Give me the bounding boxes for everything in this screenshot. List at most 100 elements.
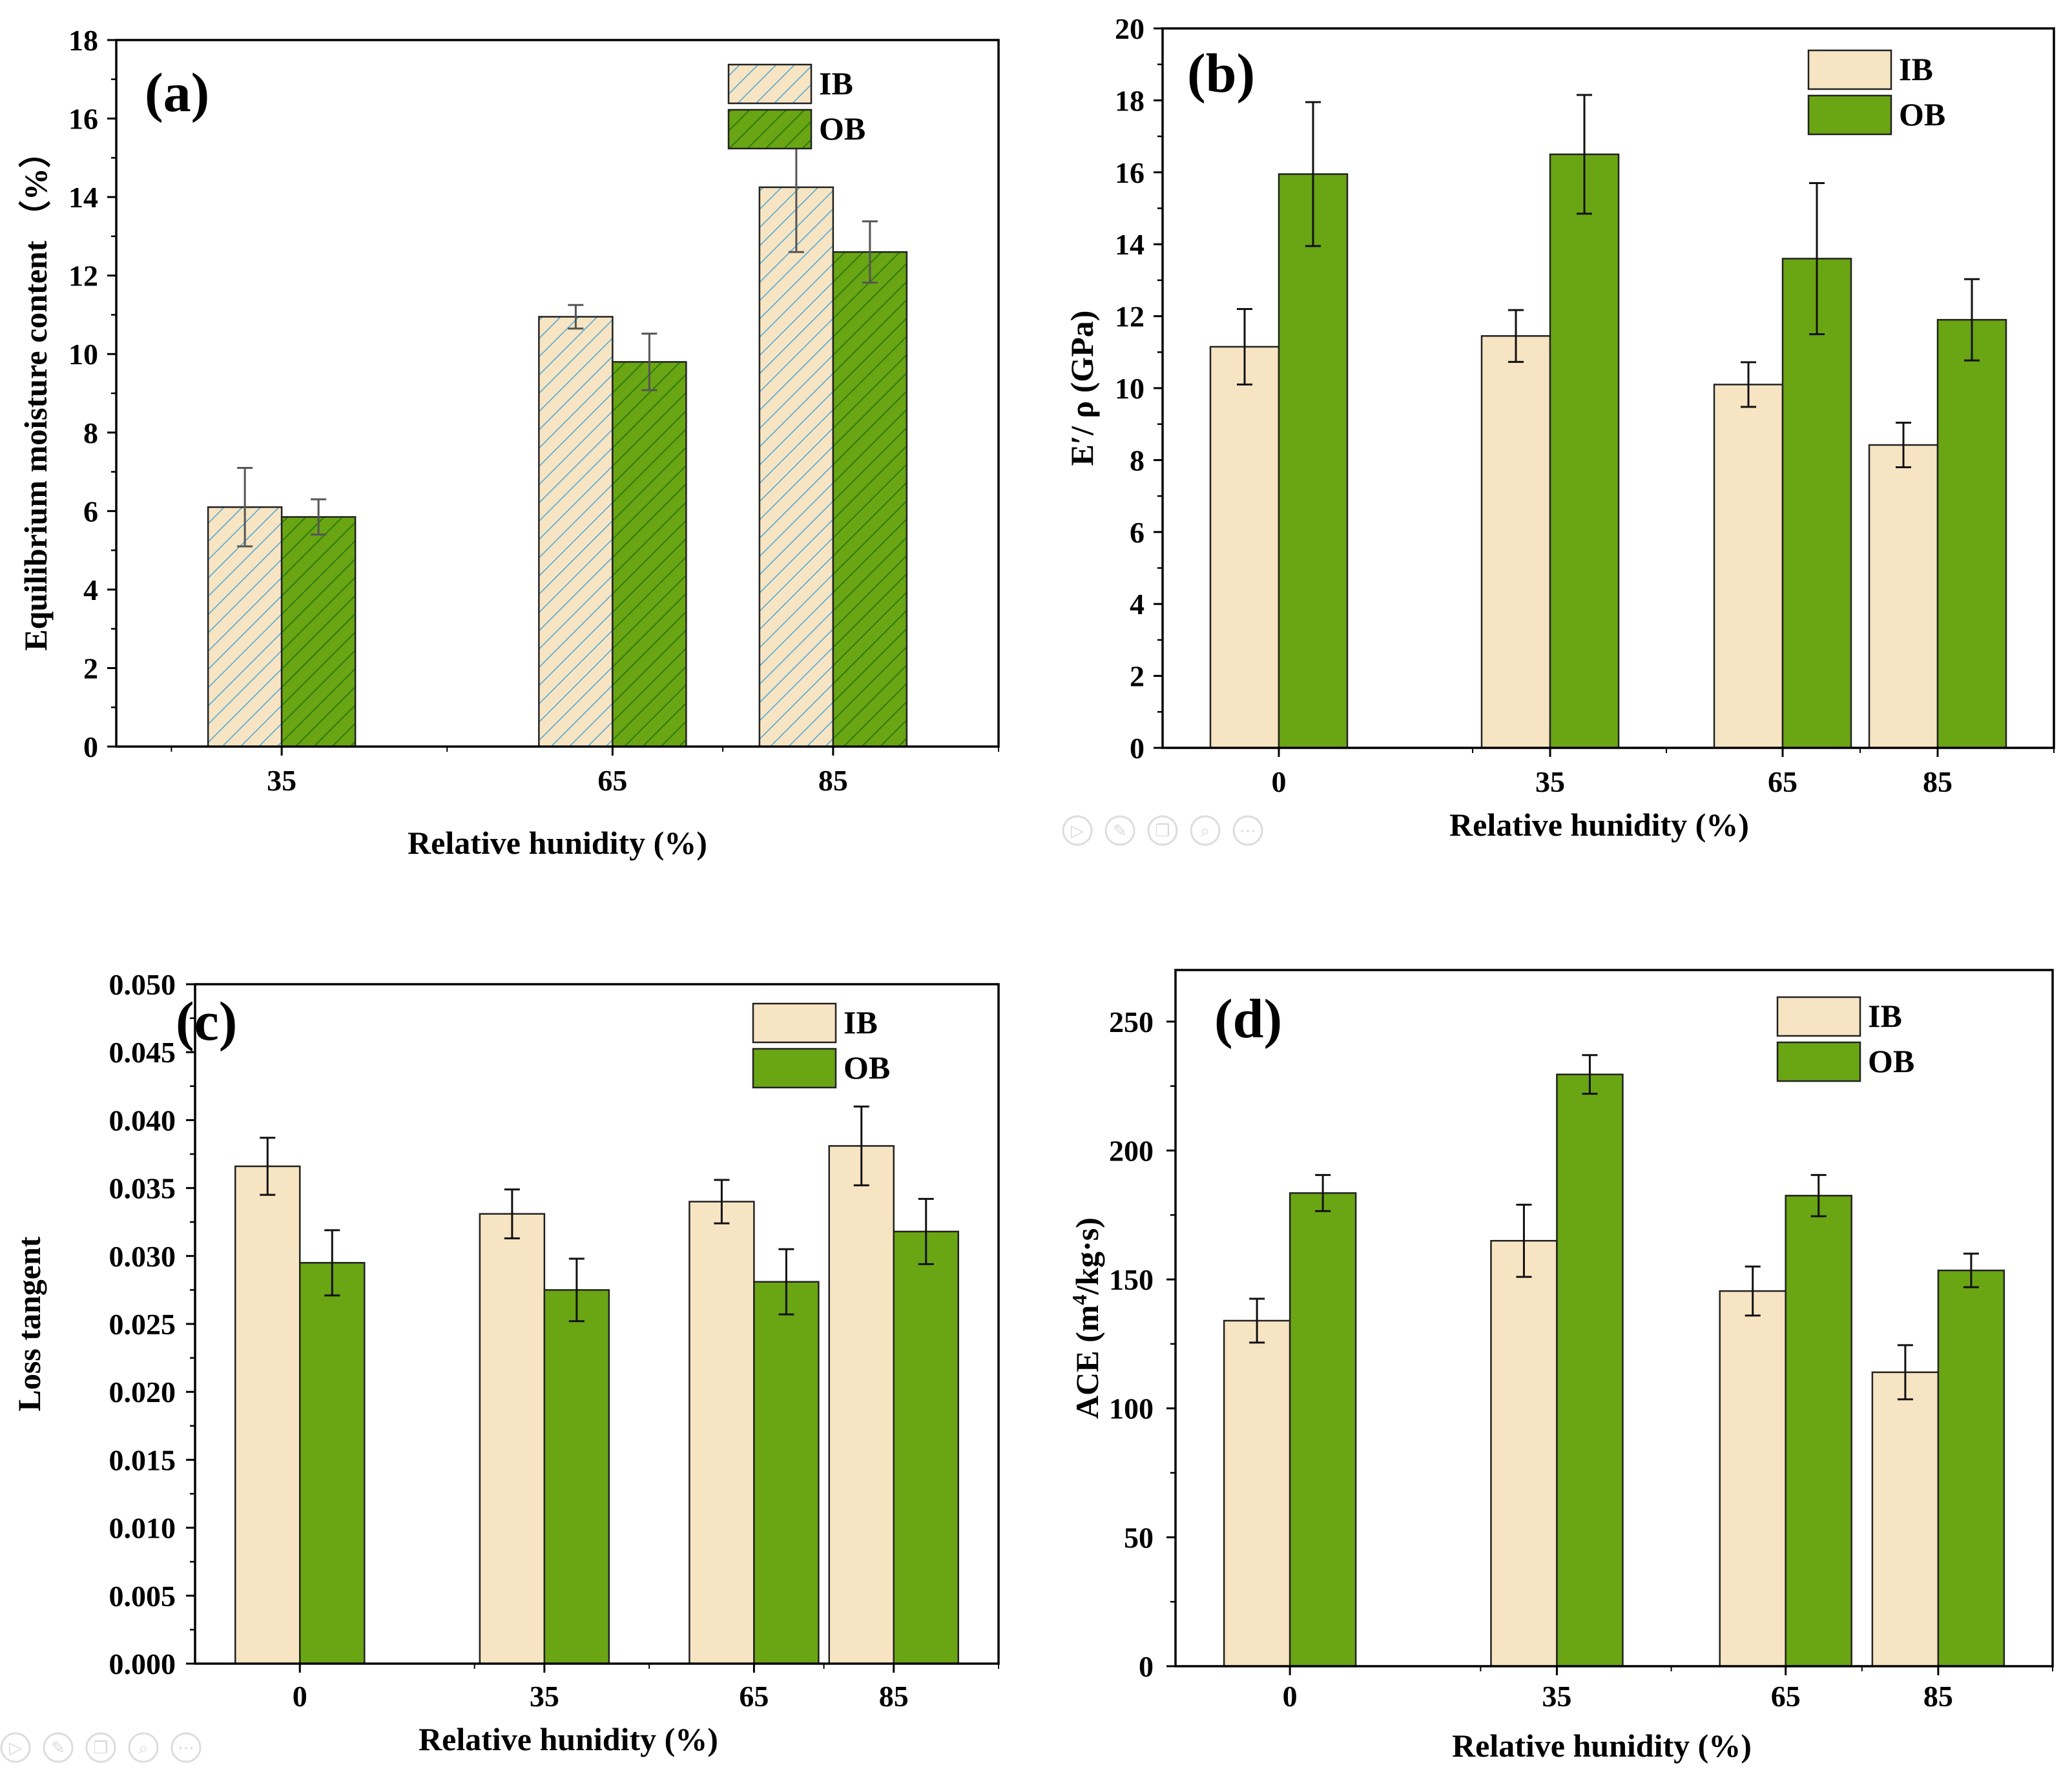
x-tick-label: 65 bbox=[739, 1680, 769, 1713]
x-tick-label: 85 bbox=[879, 1680, 909, 1713]
x-tick-label: 35 bbox=[1542, 1680, 1571, 1713]
legend-swatch-ib bbox=[1807, 49, 1892, 90]
y-tick-label: 2 bbox=[1130, 660, 1145, 693]
bar-ib-65 bbox=[689, 1201, 755, 1665]
error-bar-ob-65 bbox=[778, 1248, 794, 1316]
y-tick-label: 4 bbox=[1130, 588, 1145, 621]
plot-frame bbox=[1174, 969, 2054, 1668]
legend-swatch-ob bbox=[1776, 1041, 1861, 1082]
panel-label: (a) bbox=[145, 61, 209, 123]
panel-label: (d) bbox=[1214, 987, 1282, 1049]
edit-icon-glyph: ✎ bbox=[1113, 821, 1127, 841]
y-tick-label: 4 bbox=[83, 573, 98, 606]
y-tick-label: 0.040 bbox=[109, 1104, 176, 1137]
y-tick-label: 0.050 bbox=[109, 968, 176, 1001]
legend: IB OB bbox=[727, 63, 865, 150]
legend: IB OB bbox=[752, 1002, 890, 1089]
bar-ob-35 bbox=[280, 516, 357, 748]
bar-ob-85 bbox=[832, 251, 908, 748]
bar-ob-65 bbox=[1785, 1195, 1852, 1668]
x-tick-label: 35 bbox=[1535, 765, 1565, 798]
y-tick-label: 0.005 bbox=[109, 1580, 176, 1613]
play-icon bbox=[1062, 815, 1093, 846]
bar-ib-85 bbox=[758, 186, 834, 748]
x-tick-label: 0 bbox=[293, 1680, 307, 1713]
bar-ob-0 bbox=[1278, 173, 1349, 749]
legend-label-ib: IB bbox=[1899, 51, 1933, 87]
y-tick-label: 10 bbox=[68, 338, 98, 371]
error-bar-ob-0 bbox=[324, 1229, 340, 1297]
error-bar-ib-65 bbox=[568, 304, 584, 330]
legend-label-ob: OB bbox=[819, 110, 865, 147]
error-bar-ib-0 bbox=[1237, 307, 1252, 386]
bar-ib-0 bbox=[1223, 1319, 1291, 1668]
copy-icon bbox=[1147, 815, 1178, 846]
legend-swatch-ib bbox=[1776, 996, 1861, 1037]
error-bar-ib-65 bbox=[1745, 1265, 1761, 1317]
error-bar-ib-65 bbox=[714, 1179, 730, 1224]
bar-ob-35 bbox=[1549, 153, 1620, 749]
error-bar-ob-65 bbox=[641, 333, 658, 391]
y-axis-title: Loss tangent bbox=[11, 1236, 47, 1411]
error-bar-ib-35 bbox=[1516, 1203, 1532, 1278]
y-tick-label: 0 bbox=[1130, 732, 1145, 765]
x-tick-label: 85 bbox=[1923, 1680, 1953, 1713]
zoom-icon-glyph: ⌕ bbox=[1201, 821, 1210, 841]
x-axis-title: Relative hunidity (%) bbox=[1449, 807, 1749, 843]
bar-ib-35 bbox=[1480, 335, 1551, 749]
bar-ob-35 bbox=[1556, 1073, 1624, 1668]
y-tick-label: 18 bbox=[68, 24, 98, 57]
x-tick-label: 65 bbox=[1768, 765, 1797, 798]
zoom-icon-glyph: ⌕ bbox=[139, 1739, 149, 1758]
y-tick-label: 16 bbox=[1115, 156, 1145, 189]
y-axis-title-part: ACE (m bbox=[1069, 1305, 1105, 1419]
play-icon-glyph: ▷ bbox=[1071, 821, 1084, 841]
bar-ib-0 bbox=[1209, 346, 1280, 749]
error-bar-ob-35 bbox=[568, 1257, 585, 1323]
error-bar-ob-65 bbox=[1810, 1173, 1827, 1217]
error-bar-ob-0 bbox=[1305, 101, 1321, 247]
legend-swatch-ib bbox=[752, 1002, 837, 1044]
x-tick-label: 35 bbox=[530, 1680, 559, 1713]
panel-label: (c) bbox=[176, 990, 237, 1052]
y-tick-label: 0 bbox=[1139, 1650, 1154, 1683]
y-axis-title: Equilibrium moisture content （%） bbox=[17, 136, 54, 651]
bar-ob-85 bbox=[893, 1230, 959, 1665]
legend-swatch-ob bbox=[727, 108, 813, 150]
play-icon-glyph: ▷ bbox=[9, 1739, 22, 1758]
y-tick-label: 0.000 bbox=[109, 1647, 176, 1680]
x-tick-label: 85 bbox=[818, 764, 848, 797]
y-tick-label: 10 bbox=[1115, 372, 1145, 405]
legend-label-ob: OB bbox=[844, 1049, 890, 1086]
edit-icon bbox=[1104, 815, 1135, 846]
error-bar-ob-0 bbox=[1315, 1173, 1331, 1212]
y-tick-label: 0 bbox=[83, 730, 98, 763]
y-tick-label: 8 bbox=[83, 417, 98, 449]
bar-ob-85 bbox=[1937, 1269, 2005, 1668]
y-tick-label: 2 bbox=[83, 652, 98, 685]
x-tick-label: 85 bbox=[1923, 765, 1953, 798]
error-bar-ob-85 bbox=[1964, 278, 1980, 362]
error-bar-ob-85 bbox=[918, 1197, 934, 1265]
plot-frame bbox=[115, 39, 1000, 748]
y-tick-label: 100 bbox=[1109, 1392, 1154, 1425]
bar-ob-85 bbox=[1936, 318, 2007, 749]
y-tick-label: 200 bbox=[1109, 1134, 1154, 1167]
bar-ib-0 bbox=[234, 1165, 301, 1665]
x-tick-label: 35 bbox=[267, 764, 296, 797]
y-tick-label: 12 bbox=[1115, 300, 1145, 333]
panel-label: (b) bbox=[1187, 42, 1255, 104]
legend-label-ib: IB bbox=[844, 1004, 878, 1040]
y-tick-label: 50 bbox=[1124, 1521, 1154, 1554]
x-tick-label: 65 bbox=[1771, 1680, 1801, 1713]
copy-icon-glyph: ❐ bbox=[93, 1739, 108, 1758]
bar-ob-35 bbox=[543, 1289, 610, 1665]
more-icon bbox=[1232, 815, 1263, 846]
plot-frame bbox=[1161, 27, 2055, 749]
y-tick-label: 14 bbox=[68, 181, 98, 214]
legend-label-ob: OB bbox=[1899, 96, 1945, 132]
legend: IB OB bbox=[1776, 996, 1914, 1082]
bar-ib-85 bbox=[1871, 1371, 1940, 1668]
error-bar-ob-35 bbox=[1582, 1054, 1598, 1095]
